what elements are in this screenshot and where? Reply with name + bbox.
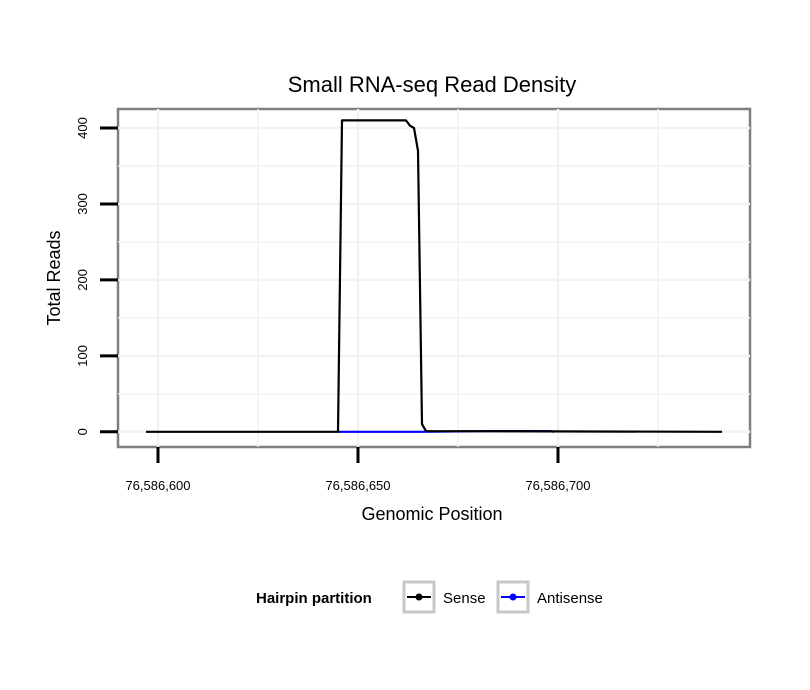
y-tick-label: 300	[75, 193, 90, 215]
legend-item-sense: Sense	[402, 580, 486, 614]
grid-lines	[118, 109, 750, 447]
y-tick-label: 200	[75, 269, 90, 291]
chart-title: Small RNA-seq Read Density	[288, 72, 577, 97]
x-tick-label: 76,586,600	[125, 478, 190, 493]
y-tick-label: 100	[75, 345, 90, 367]
legend-label-antisense: Antisense	[537, 590, 603, 607]
x-axis-label: Genomic Position	[361, 504, 502, 524]
legend-point-antisense	[509, 593, 517, 601]
x-tick-label: 76,586,650	[325, 478, 390, 493]
y-tick-label: 0	[75, 428, 90, 435]
x-tick-label: 76,586,700	[525, 478, 590, 493]
legend-title: Hairpin partition	[256, 590, 372, 607]
x-axis: 76,586,600 76,586,650 76,586,700	[125, 447, 591, 493]
legend: Hairpin partition Sense Antisense	[256, 580, 603, 614]
legend-label-sense: Sense	[443, 590, 486, 607]
legend-item-antisense: Antisense	[496, 580, 603, 614]
y-axis: 0 100 200 300 400	[75, 117, 118, 435]
legend-point-sense	[415, 593, 423, 601]
plot-panel	[116, 107, 752, 449]
y-axis-label: Total Reads	[44, 230, 64, 325]
data-series	[146, 119, 723, 433]
y-tick-label: 400	[75, 117, 90, 139]
series-line-sense	[146, 119, 723, 433]
